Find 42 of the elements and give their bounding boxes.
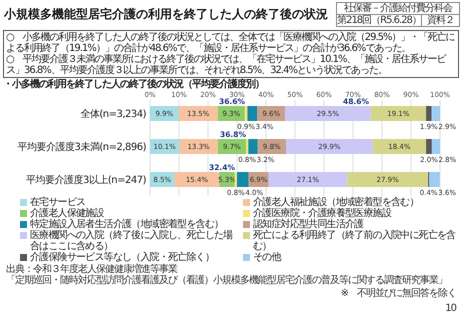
legend-label: 死亡による利用終了（終了前の入院中に死亡を含む） bbox=[253, 230, 456, 252]
bar bbox=[247, 106, 258, 121]
bar bbox=[432, 139, 440, 154]
text: 社保審－介護給付費分科会 bbox=[336, 2, 460, 15]
bar bbox=[244, 106, 248, 121]
text: ※ 不明並びに無回答を除く bbox=[340, 288, 456, 299]
y-tick-label: 全体(n=3,234) bbox=[80, 108, 147, 120]
chart-title: 小規模多機能型居宅介護の利用を終了した人の終了後の状況 bbox=[4, 6, 328, 23]
legend-label: 認知症対応型共同生活介護 bbox=[253, 219, 364, 230]
bar bbox=[426, 106, 432, 121]
bar bbox=[285, 106, 371, 121]
y-tick-label: 平均要介護度3以上(n=247) bbox=[26, 174, 147, 186]
chart-subtitle: ・小多機の利用を終了した人の終了後の状況（平均要介護度別） bbox=[3, 79, 264, 90]
bar bbox=[432, 106, 440, 121]
bar bbox=[246, 139, 248, 154]
bar bbox=[248, 139, 258, 154]
bar bbox=[426, 139, 432, 154]
legend-label: 介護保険サービス等なし（入院・死亡除く） bbox=[30, 252, 214, 263]
legend-label: 特定施設入居者生活介護（地域密着型を含む） bbox=[30, 219, 224, 230]
legend-label: その他 bbox=[253, 252, 281, 263]
bar bbox=[429, 172, 440, 187]
source-note: 出典：令和３年度老人保健健康増進等事業 bbox=[6, 264, 177, 275]
bar bbox=[372, 139, 426, 154]
bar bbox=[174, 172, 220, 187]
text: 第218回（R5.6.28） bbox=[336, 14, 422, 27]
legend-label: 介護老人福祉施設（地域密着型を含む） bbox=[253, 197, 419, 208]
legend-label: 在宅サービス bbox=[30, 197, 86, 208]
text: 資料２ bbox=[421, 14, 460, 27]
y-tick-label: 平均要介護度3未満(n=2,896) bbox=[17, 141, 147, 153]
bar bbox=[237, 172, 249, 187]
legend-label: 介護老人保健施設 bbox=[30, 208, 104, 219]
bar bbox=[178, 106, 218, 121]
text: ○ 平均要介護３未満の事業所における終了後の状況では、「在宅サービス」10.1%、「施設・居住系サービス」36.8%、平均要介護度３以上の事業所では、それぞれ8.5%、32.4%という状況であった。 bbox=[6, 54, 447, 76]
bar bbox=[286, 139, 373, 154]
legend-label: 医療機関への入院（終了後に入院し、死亡した場合はここに含める） bbox=[30, 230, 234, 252]
text: 「定期巡回・随時対応型訪問介護看護及び（看護）小規模多機能型居宅介護の普及等に関する調査研究事業」 bbox=[6, 275, 447, 286]
text: 10 bbox=[445, 303, 456, 314]
bar bbox=[370, 106, 426, 121]
legend-label: 介護医療院・介護療養型医療施設 bbox=[253, 208, 392, 219]
bar bbox=[347, 172, 428, 187]
bar bbox=[268, 172, 348, 187]
text: ○ 小多機の利用を終了した人の終了後の状況としては、全体では「医療機関への入院（29.5%）」・「死亡による利用終了（19.1%）」の合計が48.6%で、「施設・居住系サービス」の合計が36.6%であった。 bbox=[6, 32, 456, 54]
